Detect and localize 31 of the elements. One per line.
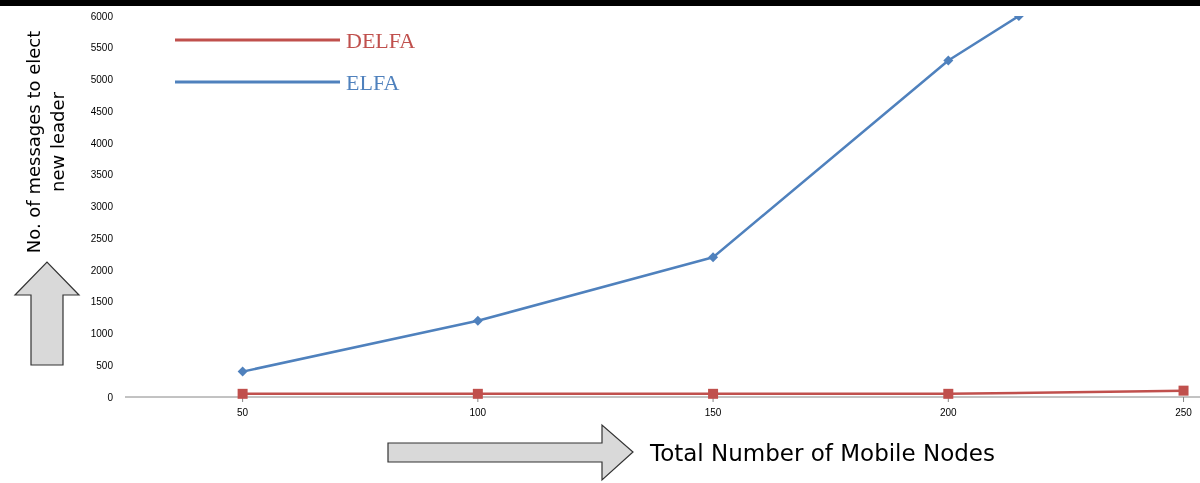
x-tick-label: 200 (939, 407, 958, 418)
y-tick-label: 5500 (90, 42, 114, 54)
x-tick-label: 150 (704, 407, 722, 418)
point (1178, 385, 1189, 396)
point (472, 388, 483, 399)
y-tick-label: 0 (107, 391, 114, 403)
x-tick-label: 250 (1175, 407, 1193, 418)
point (708, 252, 719, 263)
y-tick-label: 4500 (90, 105, 114, 117)
y-tick-label: 500 (96, 359, 114, 371)
y-axis-title: No. of messages to elect new leader (23, 30, 68, 254)
y-tick-label: 2500 (90, 232, 114, 244)
point (943, 55, 954, 66)
y-tick-label: 1500 (90, 296, 114, 308)
y-tick-label: 1000 (90, 328, 114, 339)
point (237, 366, 248, 377)
y-tick-label: 3500 (90, 169, 114, 181)
text: DELFA (346, 27, 416, 53)
y-tick-label: 3000 (90, 201, 114, 212)
point (708, 388, 719, 399)
x-tick-label: 50 (237, 407, 249, 418)
x-axis-title: Total Number of Mobile Nodes (649, 440, 995, 466)
y-tick-label: 2000 (90, 264, 114, 276)
point (237, 388, 248, 399)
y-tick-label: 4000 (90, 137, 114, 149)
point (472, 315, 483, 326)
y-tick-label: 5000 (90, 74, 114, 85)
point (943, 388, 954, 399)
x-tick-label: 100 (469, 407, 487, 418)
y-tick-label: 6000 (90, 10, 114, 22)
text: ELFA (346, 69, 400, 95)
